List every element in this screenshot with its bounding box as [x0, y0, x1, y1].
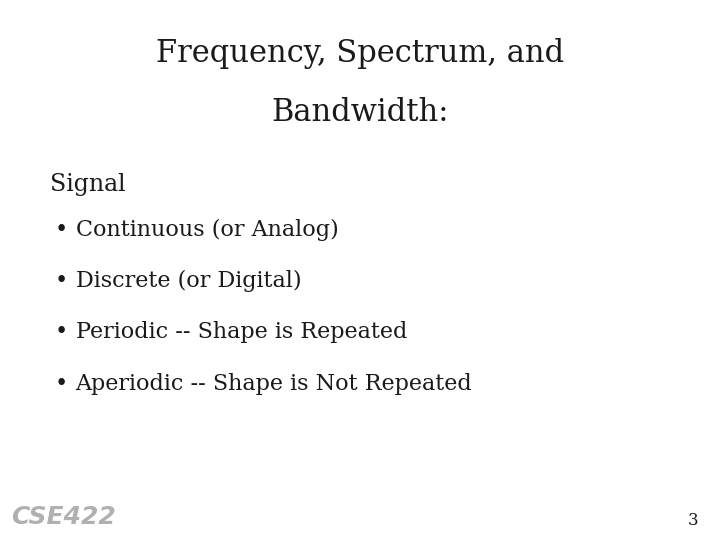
Text: CSE422: CSE422 — [11, 505, 115, 529]
Text: •: • — [55, 321, 68, 343]
Text: Continuous (or Analog): Continuous (or Analog) — [76, 219, 338, 241]
Text: Discrete (or Digital): Discrete (or Digital) — [76, 270, 301, 292]
Text: Bandwidth:: Bandwidth: — [271, 97, 449, 128]
Text: 3: 3 — [688, 512, 698, 529]
Text: Aperiodic -- Shape is Not Repeated: Aperiodic -- Shape is Not Repeated — [76, 373, 472, 395]
Text: Signal: Signal — [50, 173, 126, 196]
Text: •: • — [55, 219, 68, 241]
Text: Periodic -- Shape is Repeated: Periodic -- Shape is Repeated — [76, 321, 407, 343]
Text: •: • — [55, 373, 68, 395]
Text: Frequency, Spectrum, and: Frequency, Spectrum, and — [156, 38, 564, 69]
Text: •: • — [55, 270, 68, 292]
